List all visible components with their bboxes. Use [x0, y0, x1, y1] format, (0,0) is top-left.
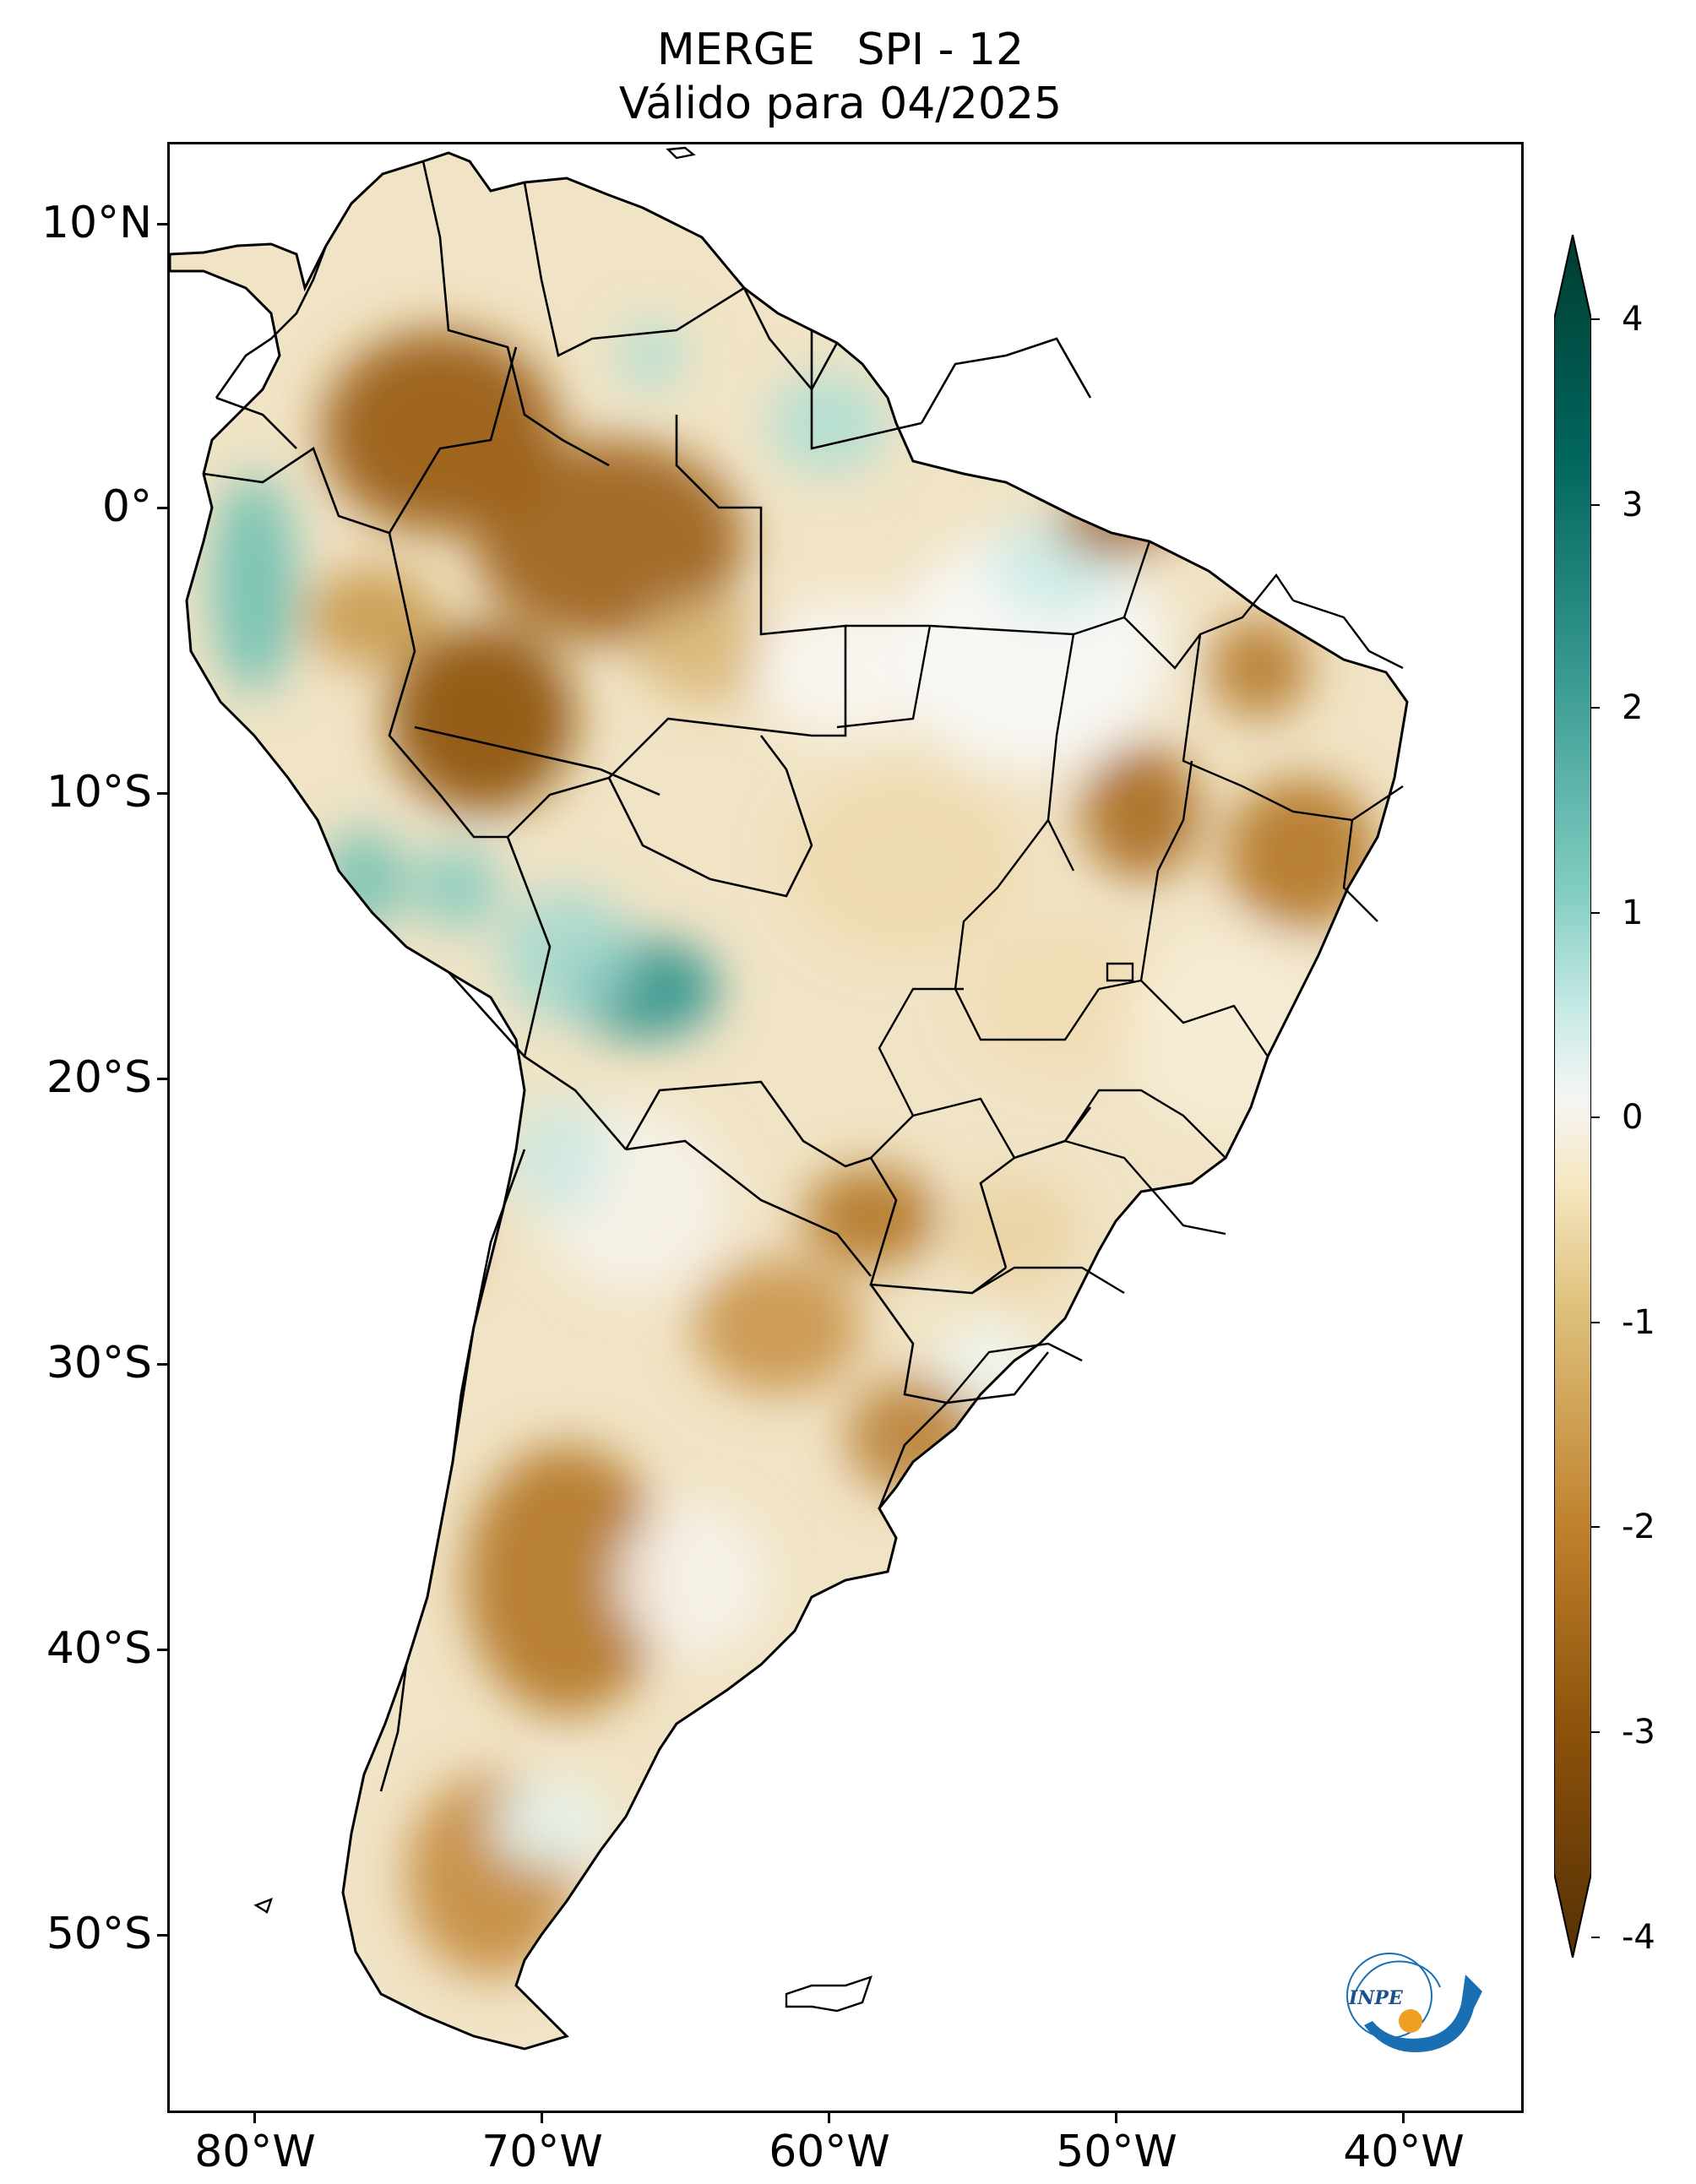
lat-label-10s: 10°S	[46, 767, 152, 818]
lat-label-30s: 30°S	[46, 1338, 152, 1388]
lon-tick	[1402, 2113, 1405, 2123]
lon-label-70w: 70°W	[481, 2127, 603, 2177]
colorbar-label-neg3: -3	[1622, 1713, 1655, 1752]
colorbar-label-neg4: -4	[1622, 1918, 1655, 1957]
logo-text: INPE	[1348, 1987, 1404, 2009]
map-subtitle: Válido para 04/2025	[618, 79, 1063, 129]
lat-tick	[157, 1078, 167, 1080]
colorbar-tick	[1591, 707, 1600, 709]
spi-map	[170, 146, 1409, 2051]
islands	[253, 146, 872, 2013]
colorbar-tick	[1591, 1526, 1600, 1528]
colorbar	[1554, 235, 1591, 1958]
map-title: MERGE SPI - 12	[656, 24, 1025, 75]
lat-label-0: 0°	[101, 481, 152, 532]
lat-tick	[157, 223, 167, 225]
lat-label-20s: 20°S	[46, 1052, 152, 1103]
colorbar-tick	[1591, 1322, 1600, 1323]
map-panel	[167, 142, 1524, 2113]
lon-label-80w: 80°W	[194, 2127, 316, 2177]
colorbar-tick	[1591, 1731, 1600, 1733]
inpe-logo: INPE	[1346, 1953, 1482, 2052]
lon-tick	[253, 2113, 256, 2123]
colorbar-tick	[1591, 318, 1600, 320]
colorbar-label-3: 3	[1622, 486, 1644, 524]
lon-tick	[1115, 2113, 1117, 2123]
lon-label-60w: 60°W	[769, 2127, 890, 2177]
lon-label-40w: 40°W	[1343, 2127, 1465, 2177]
colorbar-label-1: 1	[1622, 894, 1644, 932]
lat-label-40s: 40°S	[46, 1623, 152, 1674]
colorbar-tick	[1591, 912, 1600, 914]
colorbar-tick	[1591, 1116, 1600, 1118]
lat-tick	[157, 1934, 167, 1937]
lat-label-10n: 10°N	[41, 198, 152, 248]
lon-label-50w: 50°W	[1056, 2127, 1177, 2177]
colorbar-tick	[1591, 504, 1600, 506]
lon-tick	[828, 2113, 830, 2123]
colorbar-label-0: 0	[1622, 1098, 1644, 1137]
lat-tick	[157, 792, 167, 795]
colorbar-label-neg1: -1	[1622, 1303, 1655, 1342]
lat-tick	[157, 1363, 167, 1366]
lat-tick	[157, 1649, 167, 1651]
state-borders	[836, 541, 1404, 1404]
colorbar-tick	[1591, 1937, 1600, 1938]
lon-tick	[541, 2113, 543, 2123]
spi-field	[212, 322, 1378, 1977]
colorbar-label-4: 4	[1622, 300, 1644, 339]
colorbar-label-neg2: -2	[1622, 1508, 1655, 1546]
lat-label-50s: 50°S	[46, 1909, 152, 1959]
lat-tick	[157, 507, 167, 509]
colorbar-label-2: 2	[1622, 688, 1644, 727]
